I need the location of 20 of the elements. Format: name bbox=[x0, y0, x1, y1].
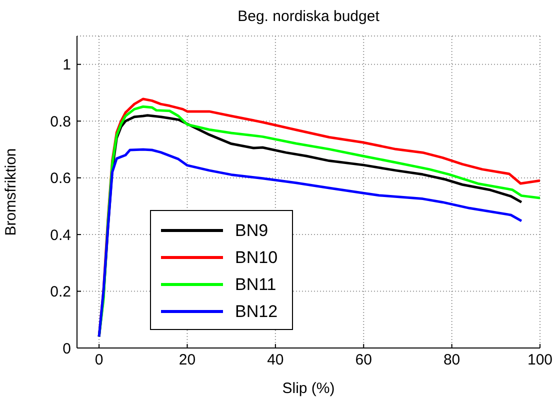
y-tick-label: 0.8 bbox=[50, 113, 71, 130]
legend-label: BN10 bbox=[235, 248, 278, 268]
legend-label: BN9 bbox=[235, 220, 268, 240]
y-tick-label: 0.2 bbox=[50, 284, 71, 301]
x-tick-label: 40 bbox=[267, 352, 284, 369]
x-tick-label: 60 bbox=[355, 352, 372, 369]
x-tick-label: 20 bbox=[178, 352, 196, 369]
x-tick-label: 100 bbox=[527, 352, 553, 369]
chart-title: Beg. nordiska budget bbox=[236, 8, 380, 25]
legend-label: BN12 bbox=[235, 302, 278, 322]
y-tick-label: 0.6 bbox=[50, 170, 71, 188]
legend-label: BN11 bbox=[235, 274, 276, 294]
y-tick-label: 0 bbox=[62, 340, 71, 358]
x-axis-title: Slip (%) bbox=[282, 380, 335, 397]
y-tick-label: 1 bbox=[62, 56, 71, 74]
x-tick-label: 80 bbox=[443, 352, 460, 369]
y-tick-label: 0.4 bbox=[50, 226, 71, 244]
line-series bbox=[98, 148, 523, 338]
x-tick-label: 0 bbox=[94, 352, 104, 369]
y-axis-title: Bromsfriktion bbox=[2, 148, 20, 236]
